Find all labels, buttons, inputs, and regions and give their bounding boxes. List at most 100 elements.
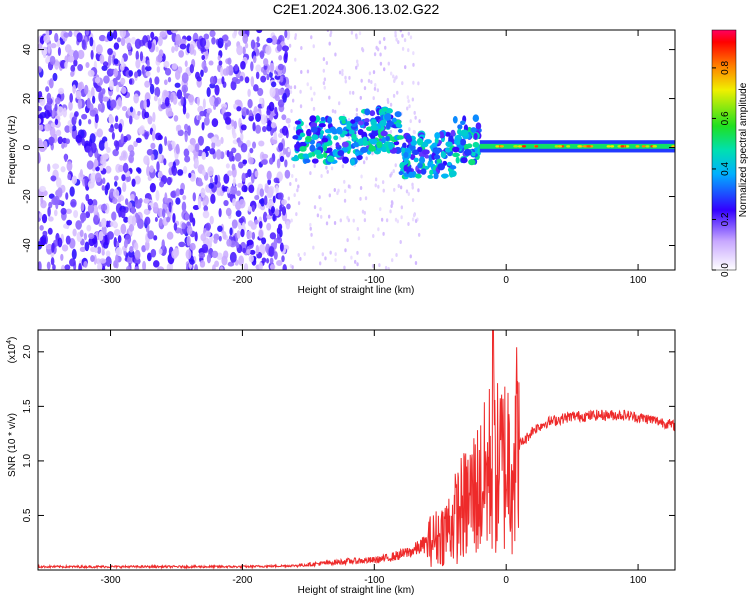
heatmap-cell (401, 147, 407, 154)
heatmap-cell (272, 195, 276, 204)
heatmap-cell (38, 66, 42, 73)
heatmap-cell (322, 68, 326, 73)
heatmap-cell (192, 192, 197, 202)
heatmap-cell (134, 175, 141, 185)
heatmap-cell (134, 249, 141, 260)
heatmap-cell (177, 124, 182, 131)
heatmap-cell (246, 108, 250, 116)
heatmap-cell (184, 155, 191, 163)
heatmap-cell (337, 188, 340, 193)
heatmap-cell (377, 184, 380, 189)
heatmap-cell (224, 42, 228, 51)
snr-frame (37, 329, 676, 571)
heatmap-cell (445, 141, 453, 147)
heatmap-cell (153, 235, 158, 241)
heatmap-cell (475, 122, 482, 130)
heatmap-cell (379, 119, 387, 127)
heatmap-cell (273, 177, 280, 184)
heatmap-cell (228, 151, 234, 162)
colorbar-label: Normalized spectral amplitude (738, 82, 749, 217)
spectrogram-frame (37, 29, 676, 271)
heatmap-cell (38, 124, 44, 131)
heatmap-cell (389, 71, 393, 76)
heatmap-cell (113, 58, 119, 65)
heatmap-cell (206, 87, 211, 98)
heatmap-cell (125, 198, 129, 206)
heatmap-cell (445, 132, 451, 137)
heatmap-cell (93, 214, 99, 225)
heatmap-cell (276, 43, 282, 52)
heatmap-cell (68, 30, 73, 38)
heatmap-cell (416, 169, 422, 175)
heatmap-cell (449, 170, 457, 177)
heatmap-cell (287, 123, 291, 128)
heatmap-cell (267, 119, 272, 127)
heatmap-cell (159, 31, 167, 38)
heatmap-cell (101, 249, 105, 256)
heatmap-cell (87, 203, 95, 214)
heatmap-cell (146, 148, 154, 156)
heatmap-cell (625, 145, 630, 148)
heatmap-cell (64, 153, 68, 163)
heatmap-cell (69, 186, 75, 197)
heatmap-cell (111, 132, 115, 140)
heatmap-cell (141, 245, 147, 253)
heatmap-cell (211, 141, 216, 149)
heatmap-cell (347, 184, 351, 189)
heatmap-cell (241, 172, 246, 183)
heatmap-cell (189, 259, 195, 265)
heatmap-cell (293, 126, 296, 131)
heatmap-cell (344, 79, 347, 84)
x-tick-label: 0 (503, 575, 509, 586)
heatmap-cell (200, 233, 207, 242)
heatmap-cell (282, 264, 287, 270)
heatmap-cell (144, 80, 151, 88)
heatmap-cell (186, 35, 192, 42)
heatmap-cell (48, 216, 54, 222)
heatmap-cell (318, 195, 321, 200)
heatmap-cell (134, 71, 139, 78)
heatmap-cell (325, 221, 329, 226)
heatmap-cell (269, 71, 273, 78)
heatmap-cell (244, 76, 250, 84)
heatmap-cell (110, 221, 114, 227)
heatmap-cell (336, 126, 343, 135)
heatmap-cell (401, 81, 404, 86)
heatmap-cell (184, 212, 190, 221)
heatmap-cell (163, 60, 170, 68)
heatmap-cell (257, 87, 264, 97)
heatmap-cell (238, 255, 244, 266)
heatmap-cell (311, 158, 319, 164)
heatmap-cell (67, 173, 72, 181)
heatmap-cell (411, 185, 414, 190)
heatmap-cell (293, 154, 298, 160)
heatmap-cell (121, 174, 126, 182)
heatmap-cell (112, 30, 118, 40)
heatmap-cell (120, 37, 126, 47)
heatmap-cell (138, 198, 143, 204)
heatmap-cell (71, 248, 77, 260)
heatmap-cell (141, 64, 145, 76)
heatmap-cell (226, 238, 232, 247)
heatmap-cell (362, 160, 366, 165)
heatmap-cell (105, 165, 112, 174)
heatmap-cell (98, 91, 104, 103)
heatmap-cell (464, 148, 472, 156)
heatmap-cell (352, 218, 355, 223)
heatmap-cell (415, 173, 422, 179)
heatmap-cell (279, 75, 284, 83)
heatmap-cell (90, 142, 97, 154)
heatmap-cell (389, 102, 393, 107)
heatmap-cell (90, 49, 94, 60)
heatmap-cell (407, 31, 410, 36)
heatmap-cell (242, 33, 249, 44)
heatmap-cell (107, 54, 112, 66)
heatmap-cell (407, 99, 410, 104)
heatmap-cell (408, 104, 411, 109)
heatmap-cell (170, 190, 176, 198)
x-tick-label: -300 (101, 275, 121, 286)
heatmap-cell (456, 140, 461, 146)
heatmap-cell (339, 115, 347, 121)
heatmap-cell (203, 205, 209, 212)
heatmap-cell (112, 149, 119, 157)
